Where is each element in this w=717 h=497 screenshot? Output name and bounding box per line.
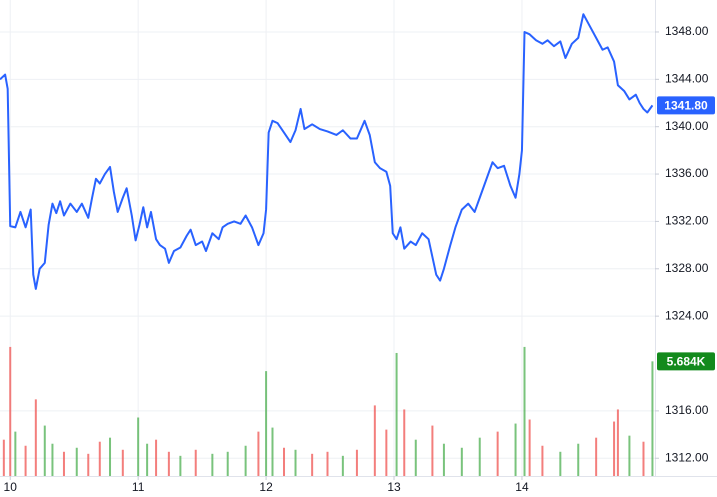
volume-bar [155,439,158,476]
volume-bar [442,443,445,476]
y-tick-label: 1328.00 [665,261,709,275]
volume-bar [75,447,78,476]
volume-bar [414,439,417,476]
x-tick-label: 12 [259,480,273,494]
volume-bar [265,371,268,476]
volume-bar [595,437,598,476]
volume-bar [541,445,544,476]
volume-bar [2,439,5,476]
volume-bar [431,425,434,476]
volume-bar [194,449,197,476]
volume-bar [24,445,27,476]
volume-bar [34,399,37,476]
price-line [0,13,654,290]
price-badge [657,96,715,115]
volume-bar [651,361,654,476]
volume-bar [146,443,149,476]
y-tick-label: 1344.00 [665,72,709,86]
volume-bar [403,409,406,476]
y-tick-label: 1332.00 [665,214,709,228]
y-tick-label: 1348.00 [665,24,709,38]
y-tick-label: 1340.00 [665,119,709,133]
volume-bar [87,453,90,476]
volume-bar [311,453,314,476]
volume-bar [179,455,182,476]
x-tick-label: 11 [132,480,145,494]
volume-bar [385,429,388,476]
volume-badge-label: 5.684K [667,355,706,369]
x-tick-label: 10 [4,480,18,494]
volume-bar [121,449,124,476]
volume-badge [657,352,715,371]
volume-bar [373,405,376,476]
volume-bar [523,346,526,476]
volume-bar [43,425,46,476]
volume-bar [616,409,619,476]
volume-bar [271,427,274,476]
volume-bar [109,437,112,476]
volume-bar [460,447,463,476]
volume-bar [211,453,214,476]
volume-bar [341,455,344,476]
volume-bar [244,445,247,476]
x-tick-label: 14 [515,480,529,494]
volume-bar [478,437,481,476]
volume-bar [167,451,170,476]
y-tick-label: 1336.00 [665,166,709,180]
price-badge-label: 1341.80 [664,99,708,113]
volume-bar [514,423,517,476]
volume-bar [395,352,398,476]
volume-bar [496,431,499,476]
volume-bar [257,431,260,476]
volume-bar [14,431,17,476]
volume-bar [98,441,101,476]
y-tick-label: 1324.00 [665,308,709,322]
volume-bar [528,419,531,476]
x-tick-label: 13 [387,480,401,494]
volume-bar [137,417,140,476]
volume-bar [62,451,65,476]
volume-bar [577,443,580,476]
volume-bar [294,449,297,476]
volume-bar [355,449,358,476]
volume-bar [628,435,631,476]
y-tick-label: 1316.00 [665,403,709,417]
y-tick-label: 1312.00 [665,450,709,464]
volume-bar [9,346,12,476]
volume-bar [226,451,229,476]
volume-bar [326,451,329,476]
volume-bar [559,451,562,476]
volume-bar [642,441,645,476]
volume-bar [613,421,616,476]
volume-bar [51,443,54,476]
volume-bar [283,447,286,476]
